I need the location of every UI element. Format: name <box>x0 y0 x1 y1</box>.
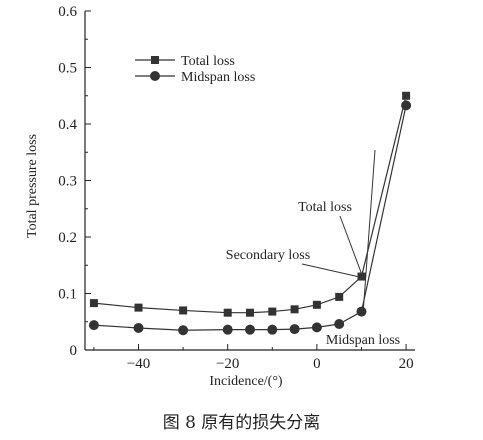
total-loss-point <box>223 308 232 317</box>
x-tick-label: 0 <box>313 356 321 372</box>
series <box>88 91 412 336</box>
y-tick-label: 0.5 <box>58 61 77 77</box>
midspan-loss-point <box>401 100 412 111</box>
midspan-loss-point <box>222 324 233 335</box>
y-tick-label: 0.4 <box>58 117 77 133</box>
legend-label: Total loss <box>181 54 235 69</box>
x-tick-label: −20 <box>216 356 239 372</box>
total-loss-point <box>312 300 321 309</box>
annotation-leader <box>362 149 376 308</box>
y-tick-label: 0.6 <box>58 4 77 20</box>
figure-caption: 图 8 原有的损失分离 <box>162 413 321 433</box>
total-loss-point <box>357 272 366 281</box>
midspan-loss-point <box>356 306 367 317</box>
annotation-leader <box>301 263 358 278</box>
midspan-loss-point <box>178 325 189 336</box>
midspan-loss-point <box>133 322 144 333</box>
legend-label: Midspan loss <box>181 70 255 85</box>
total-loss-point <box>402 91 411 100</box>
chart: 00.10.20.30.40.50.6−40 −20 0 20 Total lossM… <box>25 4 415 389</box>
y-axis-label: Total pressure loss <box>25 134 40 238</box>
midspan-loss-point <box>245 324 255 335</box>
legend-marker <box>150 71 160 81</box>
annotation-label: Total loss <box>298 200 352 215</box>
total-loss-point <box>179 306 188 315</box>
legend-marker <box>151 56 159 64</box>
total-loss-point <box>89 299 98 308</box>
series-line <box>93 105 407 331</box>
annotations: Total loss Secondary loss Midspan loss <box>226 149 400 348</box>
total-loss-point <box>134 303 143 312</box>
total-loss-point <box>268 307 277 316</box>
annotation-label: Secondary loss <box>226 248 310 263</box>
total-loss-point <box>335 292 344 301</box>
y-tick-label: 0.2 <box>58 230 77 246</box>
annotation-label: Midspan loss <box>326 333 400 348</box>
midspan-loss-point <box>88 320 99 331</box>
ticks: 0 0.1 0.2 0.3 0.4 0.5 0.6 −40 −20 0 20 <box>58 4 413 372</box>
midspan-loss-point <box>311 322 322 333</box>
y-tick-label: 0.3 <box>58 174 77 190</box>
midspan-loss-point <box>289 324 300 335</box>
y-tick-label: 0.1 <box>58 287 77 303</box>
midspan-loss-point <box>267 324 278 335</box>
y-tick-label: 0 <box>70 343 78 359</box>
total-loss-point <box>246 308 254 317</box>
x-axis-label: Incidence/(°) <box>209 374 283 389</box>
axes <box>84 11 415 351</box>
x-tick-label: 20 <box>399 356 414 372</box>
annotation-leader <box>339 215 362 274</box>
x-tick-label: −40 <box>127 356 150 372</box>
midspan-loss-point <box>334 319 345 330</box>
total-loss-point <box>290 305 299 314</box>
